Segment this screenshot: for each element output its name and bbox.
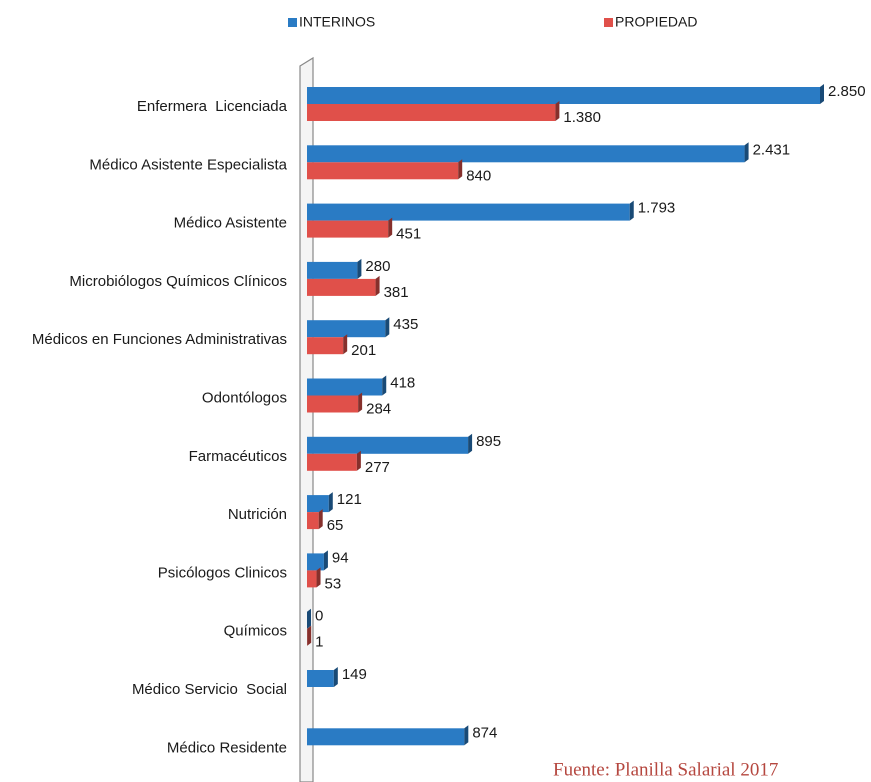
value-label: 201 [351, 342, 376, 359]
bar [307, 436, 469, 454]
bar-cap [323, 550, 328, 571]
bar-cap [744, 142, 749, 163]
value-label: 53 [325, 575, 342, 592]
bar-cap [468, 433, 473, 454]
bar-cap [307, 608, 311, 629]
value-label: 381 [384, 284, 409, 301]
bar [307, 378, 383, 396]
bar [307, 203, 630, 221]
legend-label: INTERINOS [299, 14, 375, 30]
category-label: Médico Residente [167, 739, 287, 756]
bar [307, 670, 334, 687]
value-label: 895 [476, 433, 501, 450]
bar [307, 553, 324, 571]
category-label: Odontólogos [202, 389, 287, 406]
value-label: 874 [472, 724, 497, 741]
value-label: 1.793 [638, 200, 676, 217]
bar-cap [333, 667, 338, 687]
bar [307, 162, 459, 180]
category-label: Médico Asistente [174, 215, 287, 232]
value-label: 840 [466, 167, 491, 184]
legend-swatch [604, 18, 613, 27]
bar [307, 512, 319, 530]
bar-cap [458, 159, 463, 180]
bar [307, 337, 344, 355]
bar [307, 278, 376, 296]
bar [307, 261, 358, 279]
value-label: 2.431 [753, 141, 791, 158]
category-label: Médico Asistente Especialista [89, 156, 287, 173]
bar [307, 495, 329, 513]
bar-cap [388, 217, 393, 238]
bar-cap [307, 625, 312, 646]
value-label: 0 [315, 608, 323, 625]
bar-cap [318, 509, 323, 530]
bar [307, 220, 389, 238]
value-label: 94 [332, 549, 349, 566]
category-label: Farmacéuticos [189, 448, 287, 465]
source-note: Fuente: Planilla Salarial 2017 [553, 759, 778, 780]
legend-label: PROPIEDAD [615, 14, 697, 30]
bar-cap [357, 258, 362, 279]
category-label: Nutrición [228, 506, 287, 523]
bar-cap [328, 492, 333, 513]
category-label: Microbiólogos Químicos Clínicos [69, 273, 287, 290]
bar [307, 87, 820, 104]
category-label: Médico Servicio Social [132, 681, 287, 698]
bar-cap [358, 392, 363, 413]
bar-cap [375, 275, 380, 296]
value-label: 277 [365, 459, 390, 476]
value-label: 1 [315, 634, 323, 651]
bar-cap [555, 101, 560, 121]
value-label: 418 [390, 374, 415, 391]
value-label: 284 [366, 400, 391, 417]
bar [307, 395, 359, 413]
bar-cap [343, 334, 348, 355]
bar-cap [385, 317, 390, 338]
value-label: 451 [396, 226, 421, 243]
legend-swatch [288, 18, 297, 27]
category-label: Psicólogos Clinicos [158, 564, 287, 581]
value-label: 1.380 [563, 109, 601, 126]
bar [307, 320, 386, 338]
bar-cap [464, 725, 469, 746]
bar-cap [820, 84, 824, 104]
category-label: Enfermera Licenciada [137, 98, 288, 115]
category-label: Químicos [224, 623, 287, 640]
bar [307, 570, 317, 588]
bar [307, 104, 556, 121]
value-label: 435 [393, 316, 418, 333]
bar [307, 453, 357, 471]
bar-cap [356, 450, 361, 471]
bar [307, 728, 465, 746]
axis-wall [299, 56, 314, 782]
bar-cap [629, 200, 634, 221]
category-label: Médicos en Funciones Administrativas [32, 331, 287, 348]
bar [307, 145, 745, 163]
value-label: 121 [337, 491, 362, 508]
value-label: 65 [327, 517, 344, 534]
bar-cap [382, 375, 387, 396]
value-label: 149 [342, 666, 367, 683]
value-label: 2.850 [828, 83, 866, 100]
value-label: 280 [365, 258, 390, 275]
bar-cap [316, 567, 321, 588]
